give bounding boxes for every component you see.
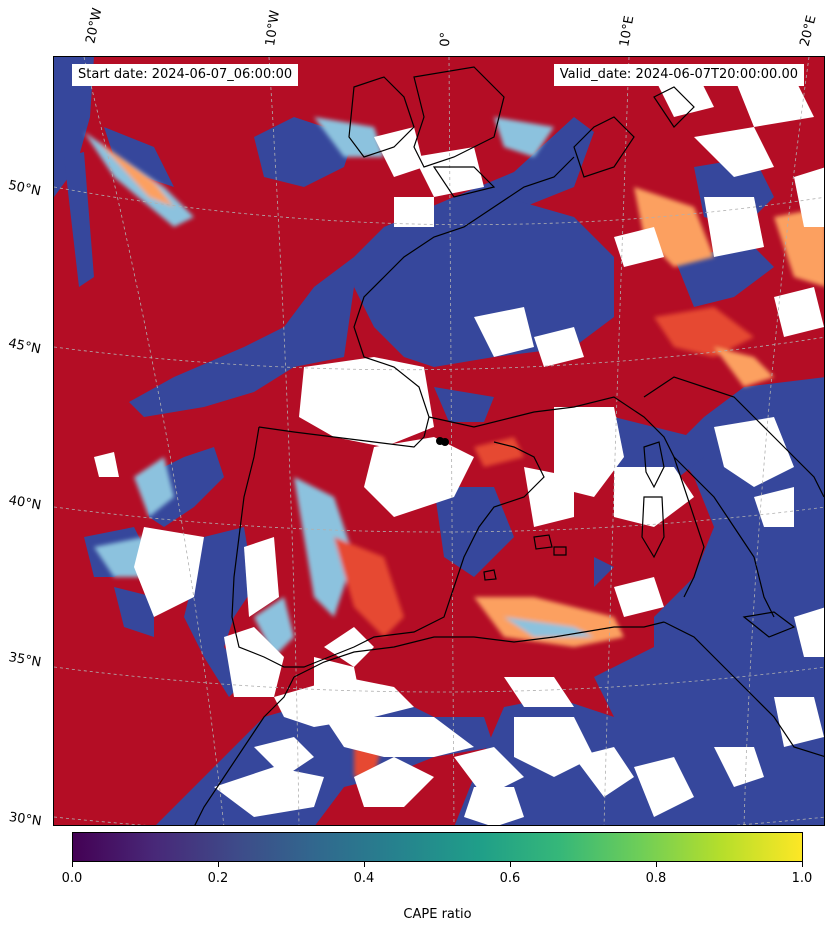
colorbar-tick <box>218 862 219 867</box>
colorbar-tick-label: 0.4 <box>353 871 375 886</box>
lat-label-35n: 35°N <box>7 650 43 671</box>
lat-label-30n: 30°N <box>7 810 43 830</box>
colorbar-tick-label: 0.6 <box>499 871 521 886</box>
lon-label-10e: 10°E <box>617 14 638 48</box>
coastlines <box>194 66 824 825</box>
colorbar-tick <box>364 862 365 867</box>
lon-label-10w: 10°W <box>263 9 283 47</box>
field-transitions <box>84 117 824 777</box>
colorbar-tick <box>72 862 73 867</box>
lat-label-40n: 40°N <box>7 493 43 514</box>
lat-label-45n: 45°N <box>6 336 43 358</box>
colorbar-tick <box>656 862 657 867</box>
lon-label-20w: 20°W <box>83 6 106 45</box>
cape-ratio-map <box>54 57 824 825</box>
colorbar-tick <box>510 862 511 867</box>
colorbar-tick-label: 0.8 <box>645 871 667 886</box>
colorbar <box>72 832 803 862</box>
lat-label-50n: 50°N <box>6 178 43 200</box>
valid-date-label: Valid_date: 2024-06-07T20:00:00.00 <box>553 64 804 86</box>
colorbar-tick <box>802 862 803 867</box>
colorbar-tick-label: 0.2 <box>207 871 229 886</box>
start-date-label: Start date: 2024-06-07_06:00:00 <box>72 64 299 86</box>
gridlines <box>54 57 824 825</box>
colorbar-tick-label: 0.0 <box>61 871 83 886</box>
colorbar-tick-label: 1.0 <box>791 871 813 886</box>
location-marker <box>436 437 449 446</box>
colorbar-label: CAPE ratio <box>403 907 472 922</box>
lon-label-0: 0° <box>438 31 454 47</box>
lon-label-20e: 20°E <box>797 14 820 48</box>
map-panel[interactable] <box>53 56 825 826</box>
